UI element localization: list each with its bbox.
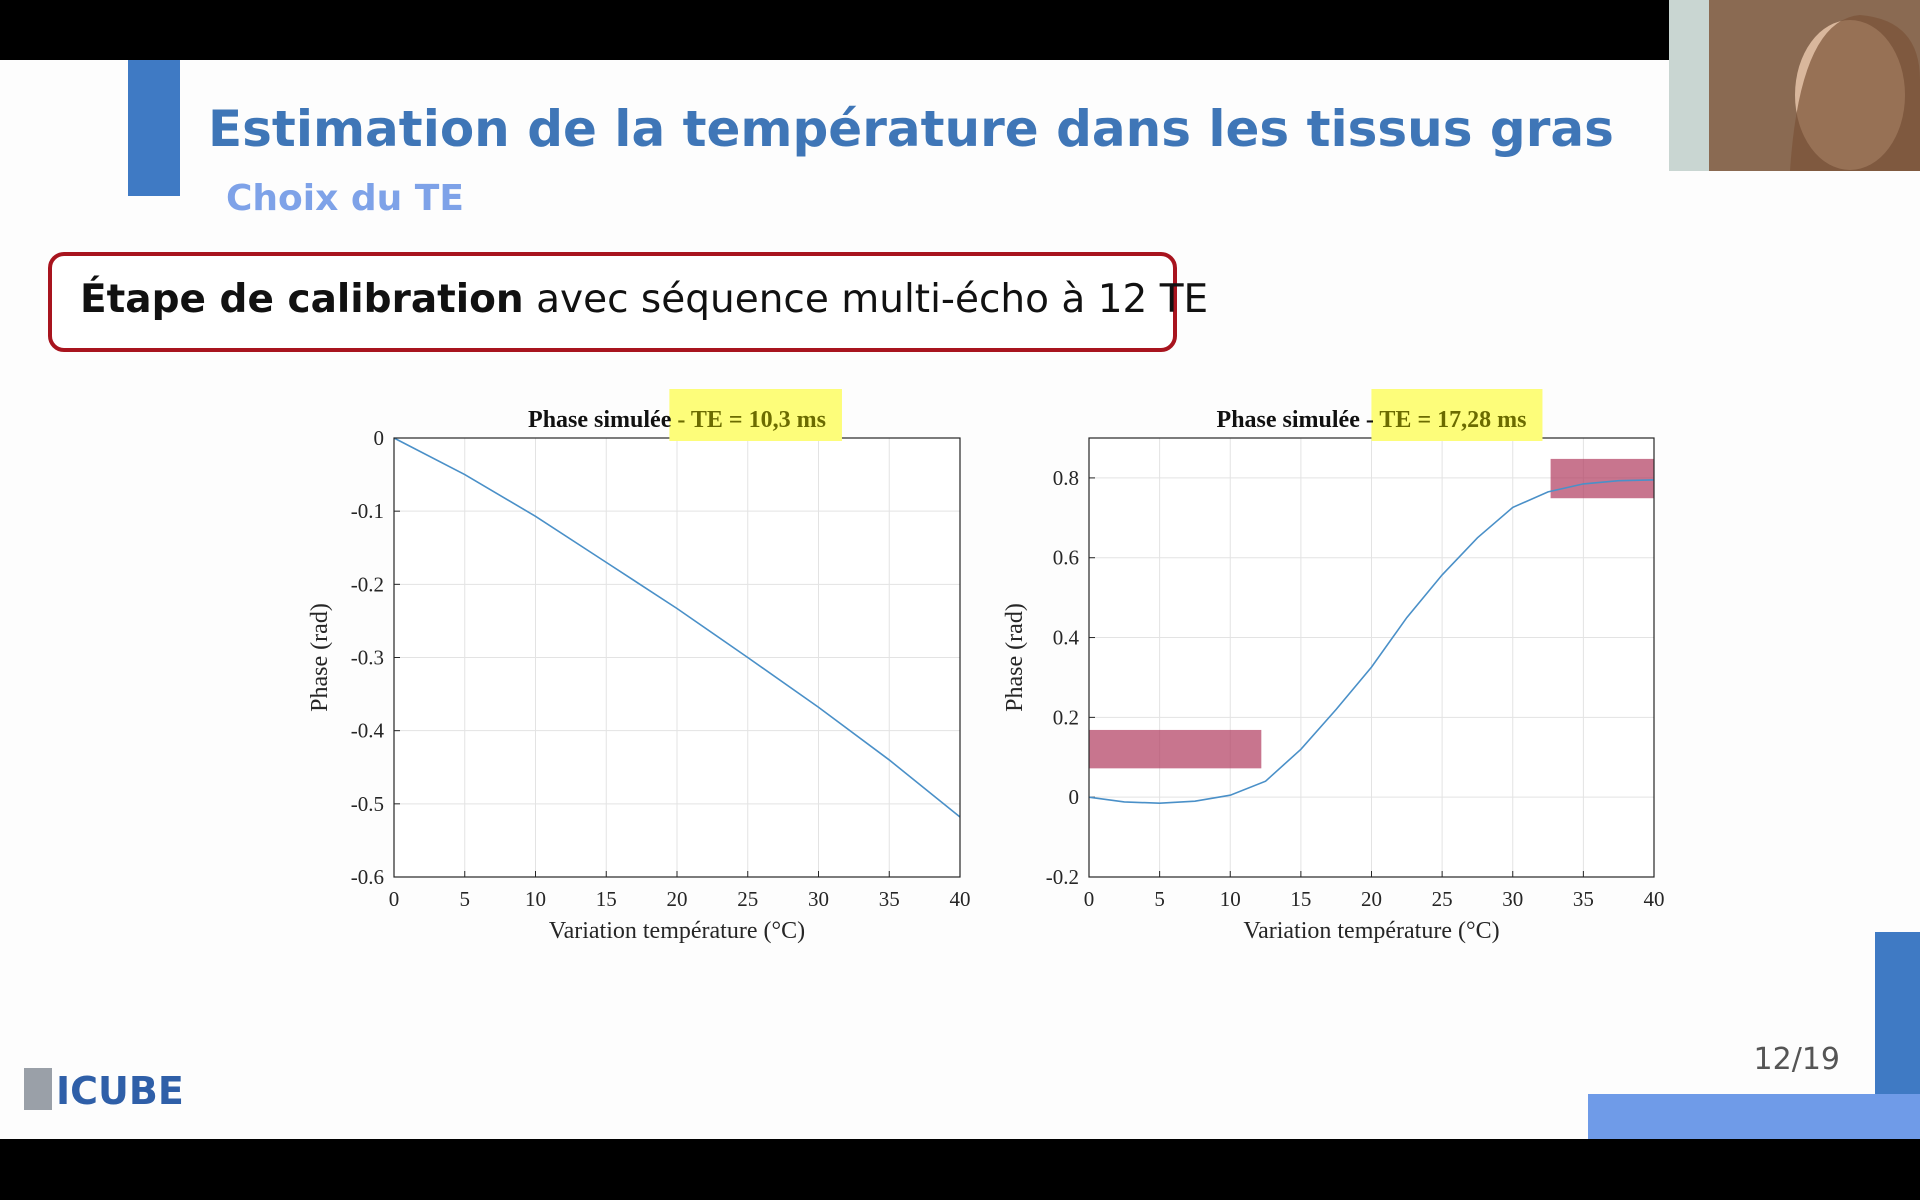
x-tick-label: 20 bbox=[1361, 887, 1382, 911]
x-tick-label: 5 bbox=[1154, 887, 1165, 911]
callout-text: avec séquence multi-écho à 12 TE bbox=[536, 277, 1208, 322]
y-axis-label: Phase (rad) bbox=[1002, 603, 1028, 712]
y-tick-label: 0.2 bbox=[1053, 705, 1079, 729]
callout: Étape de calibration avec séquence multi… bbox=[80, 275, 1208, 322]
x-tick-label: 0 bbox=[389, 887, 400, 911]
y-tick-label: -0.3 bbox=[351, 646, 384, 670]
x-axis-label: Variation température (°C) bbox=[549, 918, 805, 944]
x-tick-label: 25 bbox=[1432, 887, 1453, 911]
x-tick-label: 30 bbox=[808, 887, 829, 911]
title-highlight bbox=[1371, 389, 1543, 441]
accent-bar bbox=[128, 60, 180, 196]
y-tick-label: -0.4 bbox=[351, 719, 385, 743]
y-tick-label: -0.6 bbox=[351, 865, 384, 889]
x-axis-label: Variation température (°C) bbox=[1243, 918, 1499, 944]
charts: 0 5 10 15 20 25 30 35 40 0 -0.1 -0.2 -0.3 -0.4 -0.5 -0.… bbox=[307, 389, 1665, 944]
webcam-feed bbox=[1669, 0, 1920, 171]
slide-subtitle: Choix du TE bbox=[226, 178, 464, 219]
chart: 0 5 10 15 20 25 30 35 40 0 -0.1 -0.2 -0.3 -0.4 -0.5 -0.… bbox=[307, 389, 971, 944]
y-tick-label: -0.1 bbox=[351, 499, 384, 523]
y-axis-label: Phase (rad) bbox=[307, 603, 333, 712]
callout-box bbox=[48, 252, 1177, 352]
chart-title-main: Phase simulée bbox=[528, 407, 672, 433]
y-tick-label: 0.6 bbox=[1053, 546, 1079, 570]
logo: ICUBE bbox=[56, 1069, 184, 1113]
x-tick-label: 5 bbox=[460, 887, 471, 911]
y-tick-label: 0.8 bbox=[1053, 466, 1079, 490]
x-tick-label: 30 bbox=[1502, 887, 1523, 911]
y-tick-label: 0.4 bbox=[1053, 626, 1080, 650]
chart-title-main: Phase simulée - bbox=[1217, 407, 1374, 433]
y-tick-label: 0 bbox=[1069, 785, 1080, 809]
x-tick-label: 35 bbox=[1573, 887, 1594, 911]
webcam-wall bbox=[1669, 0, 1709, 171]
x-tick-label: 15 bbox=[1290, 887, 1311, 911]
webcam-hair bbox=[1790, 15, 1920, 171]
y-tick-label: -0.2 bbox=[1046, 865, 1079, 889]
title-highlight bbox=[669, 389, 842, 441]
x-tick-label: 35 bbox=[879, 887, 900, 911]
highlight-region bbox=[1550, 458, 1654, 499]
x-tick-label: 40 bbox=[950, 887, 971, 911]
corner-bar bbox=[1875, 932, 1920, 1094]
x-tick-label: 25 bbox=[737, 887, 758, 911]
x-tick-label: 10 bbox=[1220, 887, 1241, 911]
y-tick-label: -0.5 bbox=[351, 792, 384, 816]
line-series bbox=[1088, 479, 1655, 804]
corner-strip bbox=[1588, 1094, 1920, 1139]
callout-bold: Étape de calibration bbox=[80, 275, 524, 322]
chart-title-highlighted: - TE = 10,3 ms bbox=[677, 407, 826, 433]
chart-title: Phase simulée - TE = 10,3 ms bbox=[528, 407, 826, 433]
x-tick-label: 40 bbox=[1644, 887, 1665, 911]
line-series bbox=[393, 437, 961, 818]
chart-title-highlighted: TE = 17,28 ms bbox=[1379, 407, 1526, 433]
y-tick-label: -0.2 bbox=[351, 572, 384, 596]
logo-cube bbox=[24, 1068, 52, 1110]
x-tick-label: 0 bbox=[1084, 887, 1095, 911]
x-tick-label: 10 bbox=[525, 887, 546, 911]
y-tick-label: 0 bbox=[374, 426, 385, 450]
top-bar bbox=[0, 0, 1920, 60]
x-tick-label: 15 bbox=[596, 887, 617, 911]
chart-title: Phase simulée - TE = 17,28 ms bbox=[1217, 407, 1527, 433]
page-number: 12/19 bbox=[1754, 1042, 1840, 1077]
x-tick-label: 20 bbox=[667, 887, 688, 911]
chart: 0 5 10 15 20 25 30 35 400.80.60.40.20-0.2Variati… bbox=[1002, 389, 1665, 944]
highlight-region bbox=[1089, 729, 1262, 769]
bottom-bar bbox=[0, 1139, 1920, 1200]
slide-title: Estimation de la température dans les ti… bbox=[208, 100, 1614, 158]
